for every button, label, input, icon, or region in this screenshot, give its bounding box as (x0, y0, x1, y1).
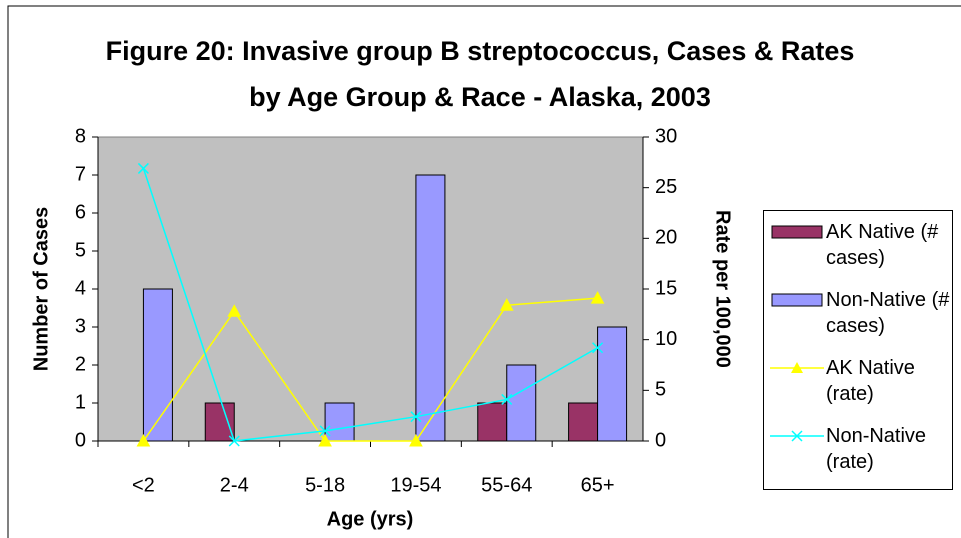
y2-tick-label: 20 (655, 227, 677, 249)
x-tick-label: 55-64 (481, 474, 532, 496)
legend-label: AK Native (rate) (826, 357, 915, 405)
bar (142, 288, 173, 442)
point-marker (501, 393, 513, 405)
chart-title: Figure 20: Invasive group B streptococcu… (105, 36, 855, 112)
point-marker (410, 411, 422, 423)
legend-keys (770, 225, 824, 442)
x-tick-label: 65+ (581, 474, 615, 496)
y2-tick-label: 25 (655, 176, 677, 198)
point-marker (227, 304, 242, 317)
y2-tick-label: 10 (655, 328, 677, 350)
y2-tick-label: 30 (655, 125, 677, 147)
y-tick-label: 4 (75, 277, 86, 299)
bar (204, 402, 235, 442)
point-marker (590, 291, 605, 304)
y2-axis-label: Rate per 100,000 (712, 210, 734, 368)
bar (506, 364, 537, 442)
y-tick-label: 1 (75, 391, 86, 413)
point-marker (137, 162, 149, 174)
x-tick-label: 5-18 (305, 474, 345, 496)
x-tick-label: 2-4 (220, 474, 249, 496)
point-marker (592, 342, 604, 354)
legend-marker (791, 430, 803, 442)
bar (477, 402, 508, 442)
y2-tick-label: 5 (655, 379, 666, 401)
y-tick-label: 8 (75, 125, 86, 147)
y-tick-label: 7 (75, 163, 86, 185)
y-tick-label: 3 (75, 315, 86, 337)
point-marker (319, 425, 331, 437)
point-marker (499, 298, 514, 311)
x-tick-label: 19-54 (390, 474, 441, 496)
legend-label: AK Native (# cases) (826, 221, 939, 269)
chart-border (7, 5, 961, 538)
legend-key (771, 225, 823, 239)
bar (597, 326, 628, 442)
y-tick-label: 5 (75, 239, 86, 261)
legend-label: Non-Native (rate) (826, 425, 927, 473)
legend-marker (791, 362, 803, 373)
line (142, 297, 598, 442)
legend: AK Native (# cases) Non-Native (# cases) A… (763, 210, 953, 490)
point-marker (228, 435, 240, 447)
x-axis-label: Age (yrs) (327, 508, 414, 530)
plot-area (97, 136, 644, 442)
point-marker (318, 433, 332, 447)
y-tick-label: 2 (75, 353, 86, 375)
x-tick-label: <2 (132, 474, 155, 496)
point-marker (136, 433, 151, 447)
y-tick-label: 6 (75, 201, 86, 223)
legend-label: Non-Native (# cases) (826, 289, 950, 337)
y-tick-label: 0 (75, 429, 86, 451)
y-axis-label: Number of Cases (30, 207, 52, 372)
point-marker (409, 433, 423, 447)
y2-tick-label: 0 (655, 429, 666, 451)
y2-tick-label: 15 (655, 277, 677, 299)
legend-key (771, 293, 823, 307)
bar (568, 402, 599, 442)
bar (415, 174, 446, 442)
line (142, 168, 598, 442)
